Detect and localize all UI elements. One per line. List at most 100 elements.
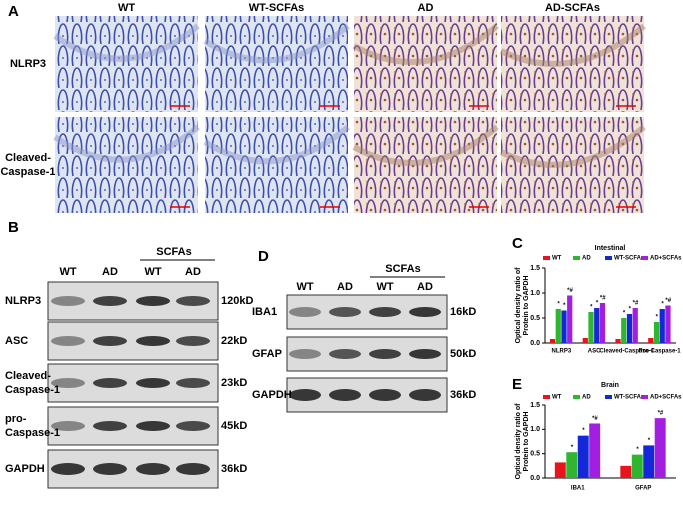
x-tick-label: IBA1 <box>571 486 585 492</box>
legend-label: WT <box>552 395 562 401</box>
micrograph <box>55 117 198 213</box>
blot-band <box>176 296 210 306</box>
legend-swatch <box>543 395 550 399</box>
blot-band <box>136 463 170 475</box>
significance-label: * <box>656 315 659 321</box>
lane-label: WT <box>59 266 76 278</box>
significance-label: * <box>636 447 639 453</box>
micrograph <box>205 117 348 213</box>
y-axis-label: Optical density ratio of <box>515 403 522 480</box>
blot-size: 22kD <box>221 335 247 347</box>
y-axis-label: Protein to GAPDH <box>523 412 530 472</box>
blot-band <box>369 349 401 359</box>
significance-label: *# <box>592 416 598 422</box>
bar <box>554 462 566 478</box>
blot-band <box>409 389 441 401</box>
legend-swatch <box>641 256 648 260</box>
x-tick-label: Cleaved-Caspase-1 <box>599 349 655 355</box>
legend-swatch <box>543 256 550 260</box>
blot-band <box>289 349 321 359</box>
y-tick-label: 1.5 <box>530 402 540 409</box>
significance-label: *# <box>658 411 664 417</box>
lane-label: WT <box>144 266 161 278</box>
blot-size: 23kD <box>221 377 247 389</box>
tissue-edge <box>499 23 646 67</box>
legend-label: WT-SCFAs <box>614 256 645 262</box>
y-axis-label: Protein to GAPDH <box>523 276 530 336</box>
significance-label: * <box>596 301 599 307</box>
group-label: SCFAs <box>385 263 420 275</box>
lane-label: AD <box>417 281 433 293</box>
y-tick-label: 0.0 <box>530 475 540 482</box>
y-tick-label: 0.5 <box>530 451 540 458</box>
blot-label: Caspase-1 <box>5 427 60 439</box>
bar <box>567 295 573 343</box>
legend-label: WT <box>552 256 562 262</box>
blot-band <box>176 421 210 431</box>
micrograph <box>55 16 198 112</box>
blot-label: ASC <box>5 335 28 347</box>
blot-label: IBA1 <box>252 306 277 318</box>
tissue-edge <box>203 124 350 165</box>
blot-band <box>329 389 361 401</box>
blot-band <box>329 349 361 359</box>
tissue-edge <box>203 23 350 64</box>
blot-label: Caspase-1 <box>5 384 60 396</box>
significance-label: * <box>563 303 566 309</box>
bar <box>653 322 660 343</box>
row-label: Cleaved- <box>5 152 51 164</box>
lane-label: AD <box>102 266 118 278</box>
blot-band <box>136 296 170 306</box>
blot-band <box>289 389 321 401</box>
column-label: WT-SCFAs <box>249 2 305 14</box>
blot-band <box>93 421 127 431</box>
blot-band <box>51 296 85 306</box>
blot-band <box>136 336 170 346</box>
blot-label: GAPDH <box>252 389 292 401</box>
significance-label: *# <box>633 301 639 307</box>
bar <box>594 308 600 343</box>
blot-size: 45kD <box>221 420 247 432</box>
legend-swatch <box>641 395 648 399</box>
blot-size: 36kD <box>450 389 476 401</box>
y-tick-label: 1.0 <box>530 426 540 433</box>
tissue-edge <box>53 23 200 62</box>
blot-label: NLRP3 <box>5 295 41 307</box>
legend-label: AD+SCFAs <box>650 256 682 262</box>
tissue-edge <box>352 124 499 166</box>
blot-band <box>93 336 127 346</box>
tissue-edge <box>499 124 646 168</box>
lane-label: WT <box>376 281 393 293</box>
column-label: AD <box>418 2 434 14</box>
column-label: AD-SCFAs <box>545 2 600 14</box>
legend-swatch <box>605 395 612 399</box>
bar <box>620 465 632 478</box>
significance-label: * <box>557 302 560 308</box>
blot-band <box>51 421 85 431</box>
row-label: Caspase-1 <box>0 166 55 178</box>
significance-label: *# <box>567 288 573 294</box>
blot-band <box>93 463 127 475</box>
bar <box>549 339 556 343</box>
blot-band <box>51 463 85 475</box>
blot-size: 50kD <box>450 348 476 360</box>
bar <box>555 309 561 343</box>
bar <box>654 418 666 478</box>
bar <box>589 423 601 478</box>
blot-band <box>136 378 170 388</box>
panel-letter: D <box>258 248 269 265</box>
significance-label: * <box>661 302 664 308</box>
bar <box>643 445 655 478</box>
blot-band <box>93 296 127 306</box>
x-tick-label: GFAP <box>635 486 651 492</box>
bar <box>577 435 589 478</box>
group-label: SCFAs <box>156 246 191 258</box>
legend-swatch <box>573 395 580 399</box>
bar <box>626 314 633 343</box>
x-tick-label: Pro-Caspase-1 <box>639 349 682 355</box>
tissue-edge <box>352 23 499 65</box>
blot-band <box>93 378 127 388</box>
bar <box>631 454 643 478</box>
blot-band <box>369 389 401 401</box>
lane-label: WT <box>296 281 313 293</box>
